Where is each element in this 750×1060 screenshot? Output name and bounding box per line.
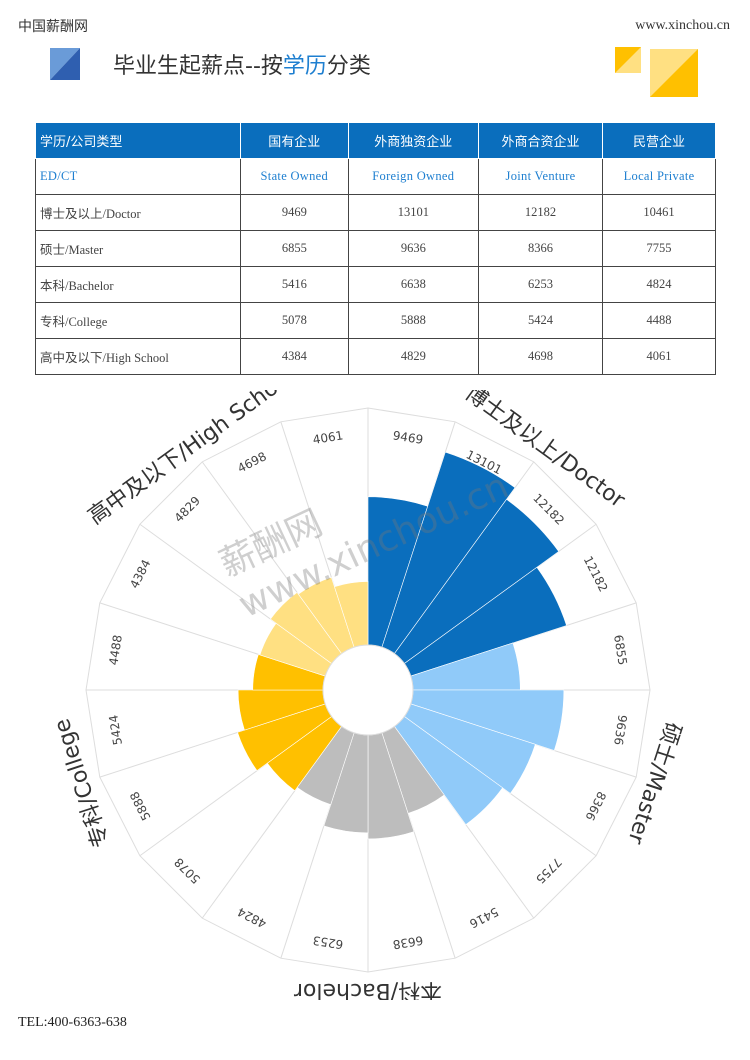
- table-cell: 4824: [602, 266, 716, 303]
- table-cell: 10461: [602, 194, 716, 231]
- sector-label: 4829: [172, 494, 203, 525]
- table-cell: Joint Venture: [477, 158, 604, 195]
- group-label: 硕士/Master: [622, 719, 685, 848]
- outer-frame: [85, 407, 651, 973]
- table-cell: 博士及以上/Doctor: [35, 194, 241, 231]
- table-cell: 6253: [477, 266, 604, 303]
- site-name: 中国薪酬网: [18, 19, 88, 35]
- sector-label: 4824: [235, 904, 269, 930]
- sector-label: 5416: [467, 904, 501, 930]
- table-cell: 5078: [240, 302, 349, 339]
- sector-label: 7755: [533, 855, 564, 886]
- table-cell: 民营企业: [602, 122, 716, 159]
- table-cell: 8366: [477, 230, 604, 267]
- table-cell: 13101: [347, 194, 480, 231]
- sector-label: 5888: [127, 789, 153, 823]
- table-cell: 专科/College: [35, 302, 241, 339]
- table-row: 博士及以上/Doctor 9469 13101 12182 10461: [35, 194, 716, 231]
- sector-label: 4488: [106, 634, 125, 666]
- title-icon: [50, 48, 80, 80]
- table-cell: 4384: [240, 338, 349, 375]
- footer-tel: TEL:400-6363-638: [18, 1015, 127, 1030]
- table-cell: 5424: [477, 302, 604, 339]
- table-cell: 6638: [347, 266, 480, 303]
- table-cell: 9469: [240, 194, 349, 231]
- title-text: 分类: [326, 54, 371, 79]
- table-row: 本科/Bachelor 5416 6638 6253 4824: [35, 266, 716, 303]
- table-cell: 高中及以下/High School: [35, 338, 241, 375]
- title-text: 毕业生起薪点--按: [113, 54, 283, 79]
- sector-label: 4698: [235, 449, 269, 475]
- table-row: 硕士/Master 6855 9636 8366 7755: [35, 230, 716, 267]
- table-cell: 4061: [602, 338, 716, 375]
- table-cell: 本科/Bachelor: [35, 266, 241, 303]
- table-cell: 外商合资企业: [477, 122, 604, 159]
- table-cell: 5416: [240, 266, 349, 303]
- table-cell: Local Private: [602, 158, 716, 195]
- table-cell: State Owned: [240, 158, 349, 195]
- table-row: 专科/College 5078 5888 5424 4488: [35, 302, 716, 339]
- corner-icon: [615, 47, 698, 97]
- table-cell: 4829: [347, 338, 480, 375]
- table-cell: 12182: [477, 194, 604, 231]
- table-cell: 6855: [240, 230, 349, 267]
- table-cell: Foreign Owned: [347, 158, 480, 195]
- sector-label: 8366: [582, 789, 608, 823]
- table-cell: 5888: [347, 302, 480, 339]
- salary-table: 学历/公司类型 国有企业 外商独资企业 外商合资企业 民营企业 ED/CT State Ow…: [35, 122, 716, 375]
- center-hole: [322, 644, 414, 736]
- sector-label: 6855: [611, 634, 630, 666]
- table-cell: ED/CT: [35, 158, 241, 195]
- sector-label: 6638: [392, 933, 424, 952]
- table-cell: 9636: [347, 230, 480, 267]
- table-cell: 国有企业: [240, 122, 349, 159]
- table-row: 学历/公司类型 国有企业 外商独资企业 外商合资企业 民营企业: [35, 122, 716, 159]
- sector-label: 6253: [312, 933, 344, 952]
- table-cell: 外商独资企业: [347, 122, 480, 159]
- page-title: 毕业生起薪点--按学历分类: [113, 48, 371, 80]
- title-highlight: 学历: [282, 54, 327, 79]
- group-label: 专科/College: [50, 716, 115, 851]
- table-row: ED/CT State Owned Foreign Owned Joint Ventu…: [35, 158, 716, 195]
- sector-label: 12182: [581, 554, 611, 594]
- table-cell: 硕士/Master: [35, 230, 241, 267]
- group-label: 本科/Bachelor: [293, 978, 442, 1000]
- table-cell: 学历/公司类型: [35, 122, 241, 159]
- sector-label: 9636: [611, 714, 630, 746]
- table-row: 高中及以下/High School 4384 4829 4698 4061: [35, 338, 716, 375]
- table-cell: 4488: [602, 302, 716, 339]
- site-url: www.xinchou.cn: [635, 18, 730, 33]
- table-cell: 7755: [602, 230, 716, 267]
- rose-chart: 9469131011218212182博士及以上/Doctor685596368…: [50, 390, 686, 1000]
- sector-label: 9469: [392, 428, 424, 447]
- sector-label: 4061: [312, 428, 344, 447]
- sector-label: 5424: [106, 714, 125, 746]
- sector-label: 12182: [530, 491, 567, 528]
- table-cell: 4698: [477, 338, 604, 375]
- sector-label: 4384: [127, 557, 153, 591]
- sector-label: 5078: [172, 855, 203, 886]
